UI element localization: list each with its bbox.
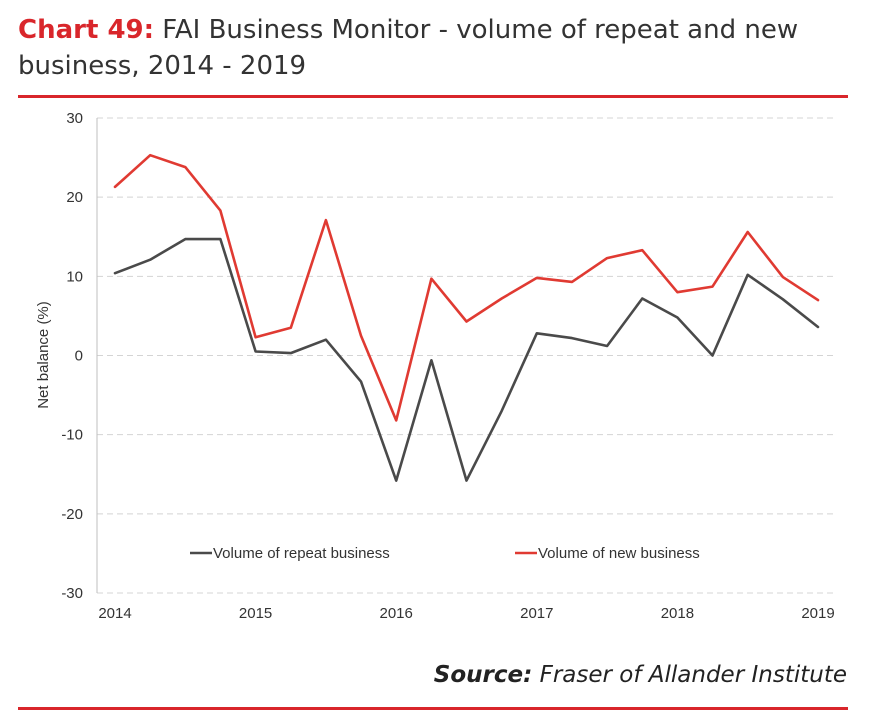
legend-label-1: Volume of new business — [538, 545, 700, 562]
y-tick-label: 0 — [75, 348, 83, 365]
y-axis-ticks: 30 20 10 0 -10 -20 -30 — [61, 110, 83, 602]
x-axis-ticks: 2014 2015 2016 2017 2018 2019 — [98, 605, 834, 622]
x-tick-label: 2014 — [98, 605, 131, 622]
chart-number: Chart 49: — [18, 15, 155, 45]
y-axis-label: Net balance (%) — [35, 301, 52, 409]
y-tick-label: 30 — [66, 110, 83, 127]
bottom-rule — [18, 707, 848, 710]
chart-title: Chart 49: FAI Business Monitor - volume … — [18, 12, 858, 84]
series-lines — [113, 153, 820, 482]
x-tick-label: 2018 — [661, 605, 694, 622]
series-line-0 — [113, 237, 820, 482]
gridlines — [97, 117, 836, 594]
y-tick-label: -20 — [61, 506, 83, 523]
top-rule — [18, 95, 848, 98]
y-tick-label: 20 — [66, 189, 83, 206]
x-tick-label: 2019 — [801, 605, 834, 622]
series-line-1 — [113, 153, 820, 422]
legend-label-0: Volume of repeat business — [213, 545, 390, 562]
x-tick-label: 2015 — [239, 605, 272, 622]
y-tick-label: -30 — [61, 585, 83, 602]
x-tick-label: 2017 — [520, 605, 553, 622]
source-text: Fraser of Allander Institute — [539, 662, 847, 688]
source-label: Source: — [433, 662, 533, 688]
y-tick-label: -10 — [61, 427, 83, 444]
legend: Volume of repeat business Volume of new b… — [190, 545, 700, 562]
x-tick-label: 2016 — [380, 605, 413, 622]
chart-title-text: FAI Business Monitor - volume of repeat … — [18, 15, 799, 81]
source-note: Source: Fraser of Allander Institute — [434, 662, 847, 688]
y-tick-label: 10 — [66, 268, 83, 285]
